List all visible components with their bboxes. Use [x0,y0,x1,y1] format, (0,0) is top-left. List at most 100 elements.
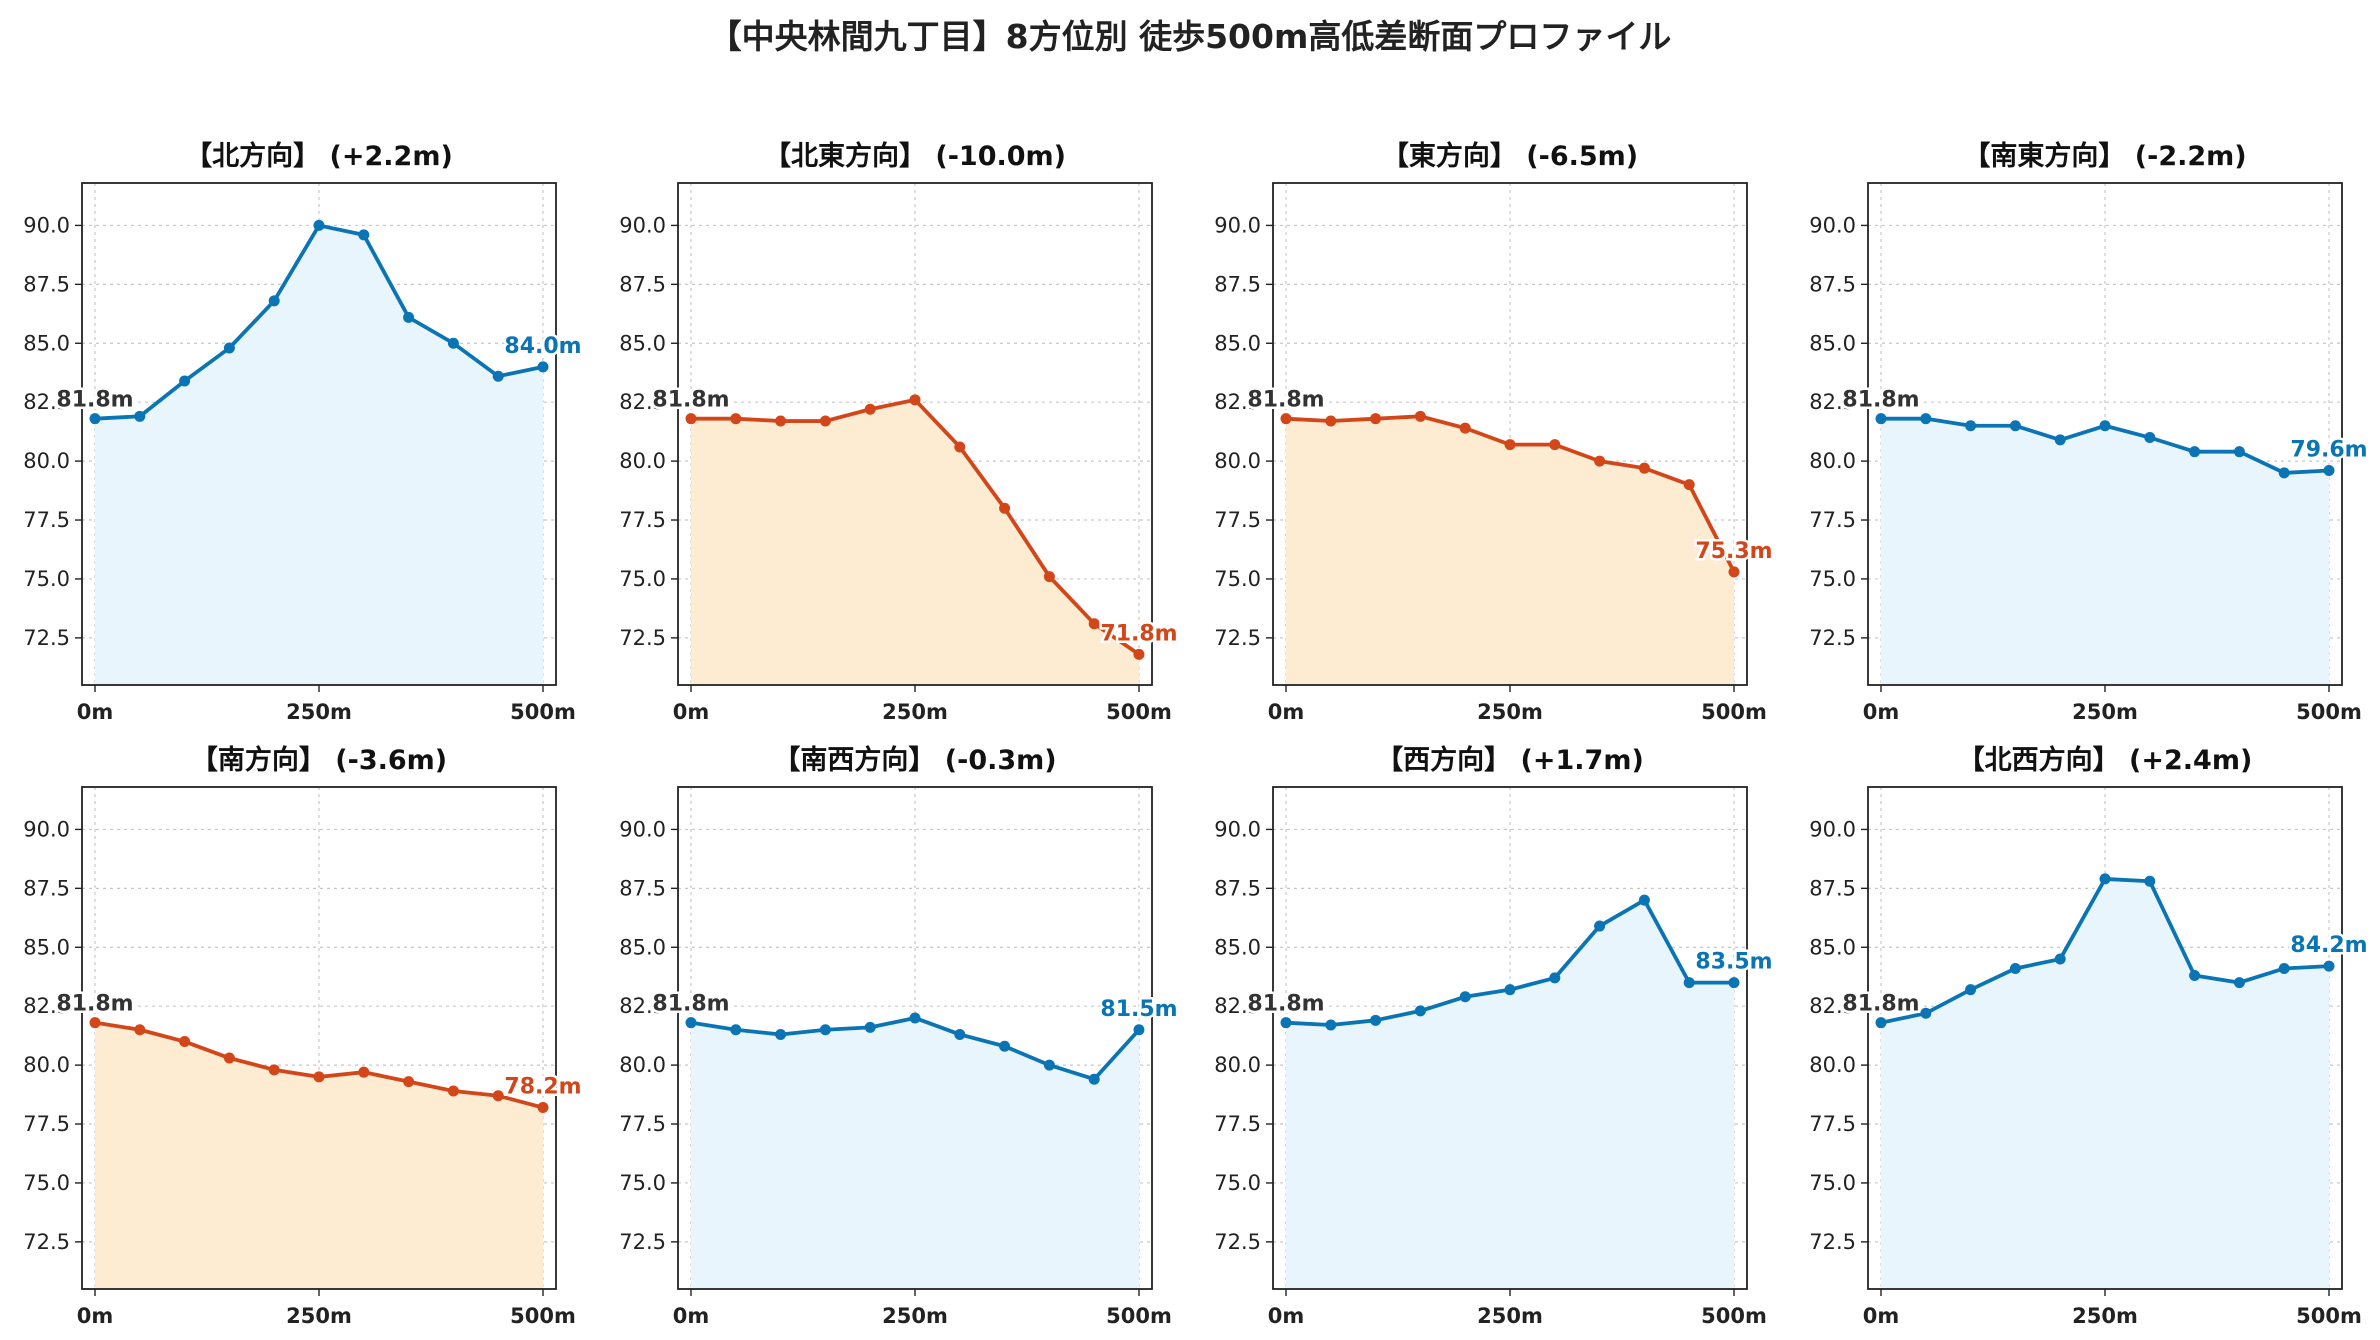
data-point [775,415,787,427]
plot-frame [1272,182,1748,686]
area-fill [1286,900,1734,1289]
profile-panel-3: 【南東方向】 (-2.2m) 72.5 75.0 77.5 80.0 82.5 85.0 87… [1809,140,2370,724]
panel-title: 【東方向】 (-6.5m) [1382,140,1638,172]
end-label: 78.2m [504,1075,581,1100]
area-fill [691,1017,1139,1289]
y-tick-label: 75.0 [23,567,70,591]
x-tick-label: 0m [1863,1304,1900,1328]
data-point [1549,972,1561,984]
x-tick-label: 0m [77,700,114,724]
y-tick-label: 87.5 [1809,876,1856,900]
data-point [1325,1019,1337,1031]
data-point [1875,413,1887,425]
plot-frame [677,182,1153,686]
data-point [223,342,235,354]
data-point [1594,455,1606,467]
data-point [1459,991,1471,1003]
y-tick-label: 77.5 [619,508,666,532]
y-tick-label: 75.0 [619,567,666,591]
data-point [999,1040,1011,1052]
data-point [1549,439,1561,451]
data-point [1133,1024,1145,1036]
y-tick-label: 82.5 [1809,994,1856,1018]
data-point [492,1090,504,1102]
data-point [2099,420,2111,432]
x-tick-label: 0m [1268,700,1305,724]
y-tick-label: 80.0 [1214,1053,1261,1077]
start-label: 81.8m [1247,992,1324,1017]
x-tick-label: 250m [286,700,352,724]
data-point [1920,413,1932,425]
data-point [2144,432,2156,444]
data-point [134,1024,146,1036]
profile-panel-4: 【南方向】 (-3.6m) 72.5 75.0 77.5 80.0 82.5 85.0 87.… [23,744,584,1328]
x-tick-label: 250m [1477,700,1543,724]
y-tick-label: 80.0 [1214,449,1261,473]
data-point [909,1012,921,1024]
data-point [2233,446,2245,458]
y-tick-label: 82.5 [619,390,666,414]
y-tick-label: 77.5 [23,508,70,532]
y-tick-label: 87.5 [1214,272,1261,296]
end-label: 81.5m [1100,997,1177,1022]
data-point [313,219,325,231]
start-label: 81.8m [56,388,133,413]
y-tick-label: 85.0 [1809,935,1856,959]
y-tick-label: 75.0 [619,1171,666,1195]
x-tick-label: 0m [77,1304,114,1328]
y-tick-label: 72.5 [1214,626,1261,650]
data-point [1133,648,1145,660]
data-point [2054,953,2066,965]
y-tick-label: 77.5 [1809,1112,1856,1136]
data-point [492,370,504,382]
y-tick-label: 87.5 [23,272,70,296]
data-point [999,502,1011,514]
y-tick-label: 80.0 [619,449,666,473]
x-tick-label: 0m [1268,1304,1305,1328]
data-point [179,1036,191,1048]
data-point [1504,984,1516,996]
start-label: 81.8m [652,388,729,413]
y-tick-label: 72.5 [23,626,70,650]
y-tick-label: 72.5 [1809,1230,1856,1254]
data-point [1459,422,1471,434]
data-point [2278,467,2290,479]
end-label: 83.5m [1695,950,1772,975]
data-point [2009,420,2021,432]
data-point [954,441,966,453]
y-tick-label: 87.5 [23,876,70,900]
y-tick-label: 82.5 [23,390,70,414]
data-point [1280,413,1292,425]
panel-title: 【北西方向】 (+2.4m) [1958,744,2253,776]
panel-title: 【南西方向】 (-0.3m) [773,744,1056,776]
data-point [313,1071,325,1083]
x-tick-label: 500m [510,1304,576,1328]
data-point [403,311,415,323]
x-tick-label: 500m [1106,700,1172,724]
data-point [223,1052,235,1064]
y-tick-label: 90.0 [619,213,666,237]
y-tick-label: 82.5 [1214,390,1261,414]
page-title: 【中央林間九丁目】8方位別 徒歩500m高低差断面プロファイル [708,17,1672,56]
x-tick-label: 250m [2072,700,2138,724]
panel-title: 【北方向】 (+2.2m) [185,140,453,172]
y-tick-label: 85.0 [23,331,70,355]
start-label: 81.8m [56,992,133,1017]
y-tick-label: 77.5 [1214,508,1261,532]
profile-panel-7: 【北西方向】 (+2.4m) 72.5 75.0 77.5 80.0 82.5 85.0 87… [1809,744,2370,1328]
y-tick-label: 90.0 [1214,817,1261,841]
data-point [2323,465,2335,477]
x-tick-label: 500m [2296,1304,2362,1328]
profile-panel-1: 【北東方向】 (-10.0m) 72.5 75.0 77.5 80.0 82.5 85.0 8… [619,140,1180,724]
y-tick-label: 75.0 [1809,1171,1856,1195]
plot-frame [677,786,1153,1290]
panel-title: 【南東方向】 (-2.2m) [1963,140,2246,172]
y-tick-label: 90.0 [1809,213,1856,237]
profile-panel-5: 【南西方向】 (-0.3m) 72.5 75.0 77.5 80.0 82.5 85.0 87… [619,744,1180,1328]
y-tick-label: 87.5 [619,876,666,900]
y-tick-label: 85.0 [619,331,666,355]
y-tick-label: 80.0 [23,1053,70,1077]
data-point [134,410,146,422]
data-point [819,1024,831,1036]
data-point [2009,962,2021,974]
